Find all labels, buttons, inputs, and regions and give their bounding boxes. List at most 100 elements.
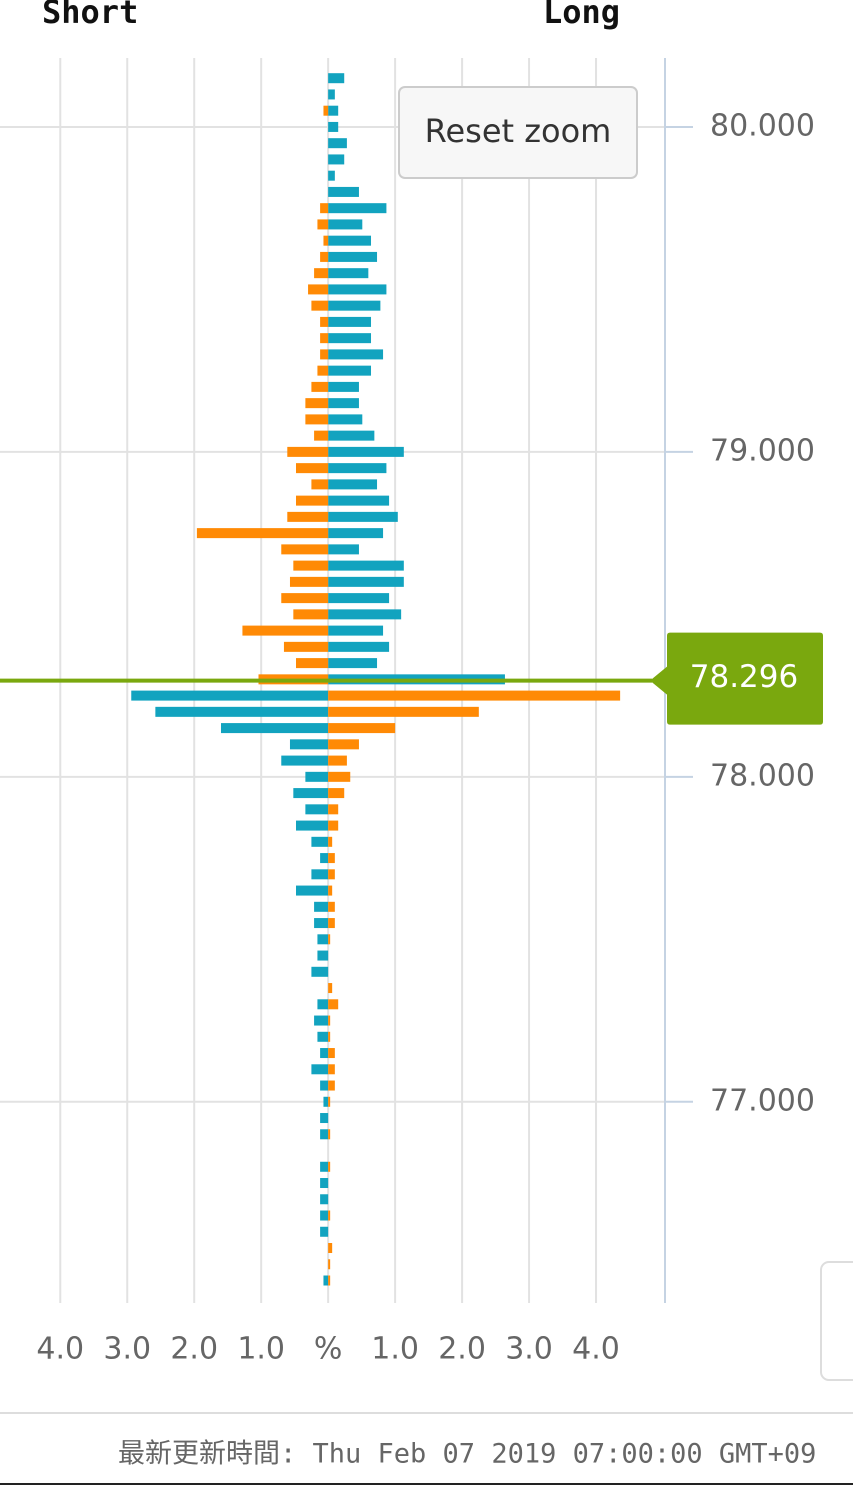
bar [314, 901, 329, 912]
price-label: 78.296 [690, 659, 798, 695]
bar [317, 999, 329, 1010]
bar [328, 901, 335, 912]
bar [317, 934, 329, 945]
bar [328, 1275, 331, 1286]
bar [328, 495, 390, 506]
bar [320, 1226, 329, 1237]
bar [311, 300, 329, 311]
bar [328, 836, 333, 847]
x-tick-label: 1.0 [237, 1332, 285, 1367]
bar [328, 593, 390, 604]
bar [283, 641, 329, 652]
bar [317, 219, 329, 230]
bar [328, 349, 384, 360]
bar [328, 820, 339, 831]
bar [328, 235, 372, 246]
bar [328, 1210, 331, 1221]
bar [328, 1015, 331, 1026]
bar [328, 576, 404, 587]
bar [328, 333, 372, 344]
bar [328, 999, 339, 1010]
y-tick-label: 80.000 [710, 108, 815, 143]
bar [320, 333, 329, 344]
bar [242, 625, 329, 636]
x-tick-label: 4.0 [36, 1332, 84, 1367]
bar [328, 479, 378, 490]
bar [281, 593, 329, 604]
bar [328, 625, 384, 636]
bar [320, 1048, 329, 1059]
bars [131, 73, 621, 1286]
bar [320, 1194, 329, 1205]
bar [155, 706, 329, 717]
x-tick-label: 3.0 [505, 1332, 553, 1367]
bar [320, 251, 329, 262]
bar [328, 983, 333, 994]
bar [328, 1161, 331, 1172]
bar [293, 788, 329, 799]
bar [328, 511, 398, 522]
bar [328, 690, 621, 701]
bar [328, 203, 387, 214]
bar [328, 268, 369, 279]
bar [296, 658, 329, 669]
bar [328, 804, 339, 815]
bar [305, 414, 329, 425]
bar [320, 853, 329, 864]
bar [314, 268, 329, 279]
long-label: Long [543, 0, 620, 31]
x-tick-label: 2.0 [438, 1332, 486, 1367]
bar [320, 1210, 329, 1221]
bar [293, 560, 329, 571]
y-tick-label: 77.000 [710, 1083, 815, 1118]
bar [311, 869, 329, 880]
bar [311, 966, 329, 977]
bar [328, 89, 335, 100]
bar [328, 1080, 335, 1091]
bar [320, 1161, 329, 1172]
bar [328, 641, 390, 652]
bar [328, 560, 404, 571]
bar [328, 381, 359, 392]
bar [296, 820, 329, 831]
footer: 最新更新時間: Thu Feb 07 2019 07:00:00 GMT+09 [118, 1439, 816, 1470]
bar [328, 788, 345, 799]
bar [328, 170, 335, 181]
y-tick-label: 78.000 [710, 758, 815, 793]
bar [311, 836, 329, 847]
bar [305, 398, 329, 409]
bar [196, 528, 329, 539]
bar [131, 690, 329, 701]
bar [296, 885, 329, 896]
bar [328, 219, 363, 230]
bar [328, 121, 339, 132]
short-label: Short [42, 0, 138, 31]
bar [320, 1129, 329, 1140]
bar [328, 138, 347, 149]
bar [328, 1243, 333, 1254]
bar [320, 203, 329, 214]
bar [328, 609, 402, 620]
bar [308, 284, 329, 295]
bar [323, 105, 329, 116]
x-tick-label: 2.0 [170, 1332, 218, 1367]
reset-zoom-button[interactable] [398, 86, 638, 179]
bar [328, 463, 387, 474]
bar [305, 771, 329, 782]
bar [328, 739, 359, 750]
bar [328, 1064, 335, 1075]
bar [328, 658, 378, 669]
bar [328, 251, 378, 262]
bar [311, 479, 329, 490]
bar [328, 284, 387, 295]
bar [311, 1064, 329, 1075]
bar [328, 528, 384, 539]
bar [328, 398, 359, 409]
bar [293, 609, 329, 620]
x-tick-label: 1.0 [371, 1332, 419, 1367]
reset-zoom-label[interactable]: Reset zoom [425, 112, 612, 150]
bar [328, 1096, 331, 1107]
bar [287, 511, 329, 522]
bar [289, 739, 329, 750]
